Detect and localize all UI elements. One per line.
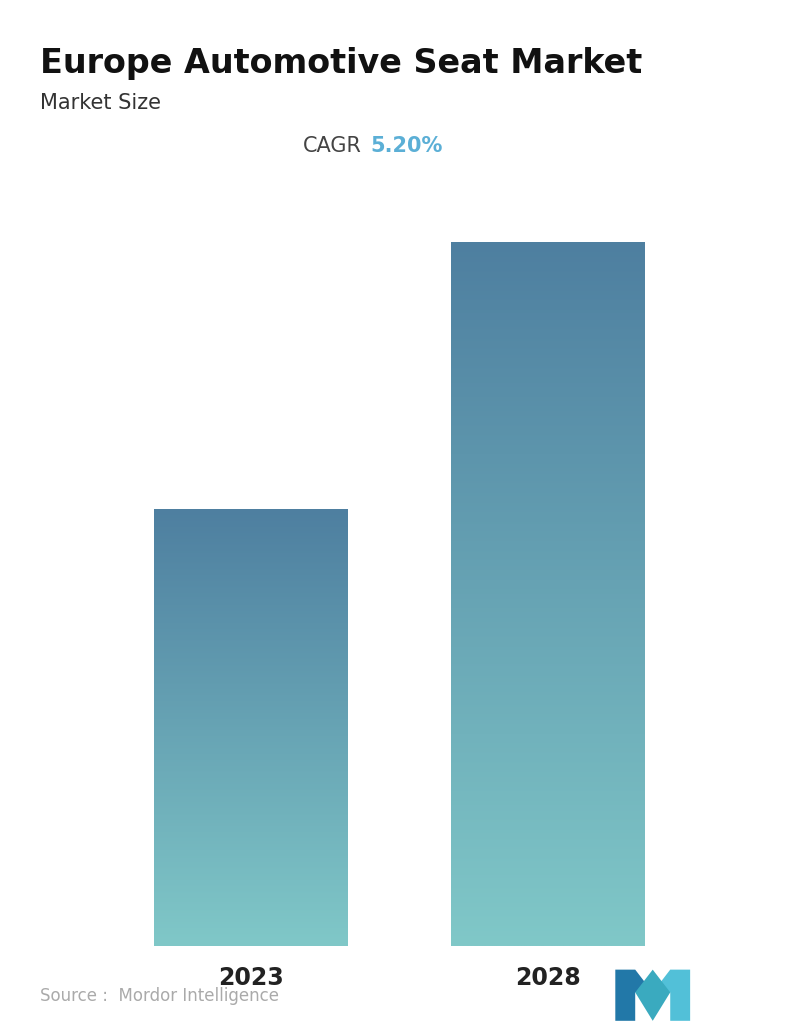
Text: Europe Automotive Seat Market: Europe Automotive Seat Market <box>40 47 642 80</box>
Polygon shape <box>635 970 670 1021</box>
Text: CAGR: CAGR <box>303 136 362 156</box>
Text: 5.20%: 5.20% <box>370 136 443 156</box>
Text: Source :  Mordor Intelligence: Source : Mordor Intelligence <box>40 987 279 1005</box>
Polygon shape <box>615 970 653 1021</box>
Text: Market Size: Market Size <box>40 93 161 113</box>
Polygon shape <box>653 970 690 1021</box>
